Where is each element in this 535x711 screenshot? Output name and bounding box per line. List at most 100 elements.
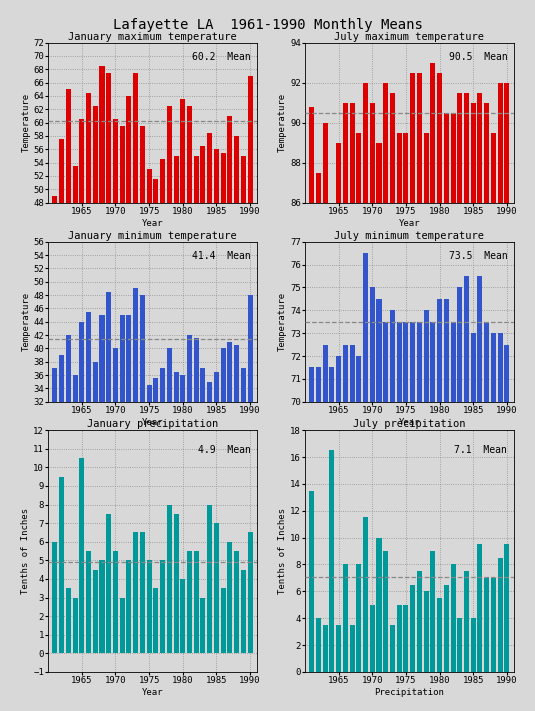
- Bar: [471, 333, 476, 402]
- Bar: [464, 92, 469, 203]
- Bar: [160, 368, 165, 402]
- Bar: [133, 73, 138, 203]
- Bar: [106, 292, 111, 402]
- Bar: [424, 310, 429, 402]
- Bar: [180, 375, 185, 402]
- Bar: [86, 551, 91, 653]
- Bar: [477, 276, 483, 402]
- Bar: [66, 90, 71, 203]
- Bar: [160, 560, 165, 653]
- Bar: [154, 588, 158, 653]
- Bar: [120, 126, 125, 203]
- Bar: [234, 551, 239, 653]
- Bar: [383, 321, 388, 402]
- Text: 41.4  Mean: 41.4 Mean: [192, 251, 250, 262]
- Y-axis label: Tenths of Inches: Tenths of Inches: [278, 508, 287, 594]
- Bar: [464, 571, 469, 672]
- Bar: [323, 122, 327, 203]
- Bar: [66, 588, 71, 653]
- Bar: [79, 458, 85, 653]
- Bar: [173, 156, 179, 203]
- Title: July maximum temperature: July maximum temperature: [334, 32, 484, 42]
- Bar: [477, 545, 483, 672]
- Bar: [370, 605, 375, 672]
- Bar: [323, 625, 327, 672]
- Bar: [498, 333, 503, 402]
- Bar: [464, 276, 469, 402]
- Bar: [343, 102, 348, 203]
- Bar: [437, 73, 442, 203]
- Bar: [66, 335, 71, 402]
- Bar: [93, 106, 98, 203]
- Bar: [147, 560, 151, 653]
- Bar: [349, 625, 355, 672]
- Bar: [126, 315, 132, 402]
- Bar: [356, 356, 361, 402]
- Bar: [430, 321, 435, 402]
- Bar: [167, 505, 172, 653]
- Bar: [187, 335, 192, 402]
- Bar: [491, 133, 496, 203]
- Bar: [234, 345, 239, 402]
- Bar: [390, 310, 395, 402]
- Y-axis label: Temperature: Temperature: [21, 292, 30, 351]
- Y-axis label: Temperature: Temperature: [278, 93, 287, 152]
- Bar: [430, 551, 435, 672]
- Bar: [160, 159, 165, 203]
- Bar: [505, 545, 509, 672]
- Bar: [430, 63, 435, 203]
- Bar: [147, 169, 151, 203]
- Bar: [220, 348, 226, 402]
- Bar: [173, 372, 179, 402]
- Bar: [154, 378, 158, 402]
- Title: January precipitation: January precipitation: [87, 419, 218, 429]
- Bar: [309, 491, 314, 672]
- Bar: [450, 565, 455, 672]
- Bar: [410, 321, 415, 402]
- Bar: [505, 82, 509, 203]
- Bar: [484, 321, 489, 402]
- Bar: [417, 571, 422, 672]
- Bar: [194, 338, 198, 402]
- Bar: [73, 597, 78, 653]
- Bar: [336, 143, 341, 203]
- Bar: [154, 179, 158, 203]
- Bar: [377, 143, 381, 203]
- Bar: [396, 133, 402, 203]
- Bar: [349, 345, 355, 402]
- Bar: [417, 321, 422, 402]
- Bar: [194, 551, 198, 653]
- X-axis label: Year: Year: [142, 688, 163, 697]
- Bar: [403, 605, 408, 672]
- Bar: [316, 618, 321, 672]
- Bar: [140, 126, 145, 203]
- Bar: [93, 362, 98, 402]
- Bar: [100, 315, 104, 402]
- X-axis label: Year: Year: [142, 417, 163, 427]
- Bar: [113, 119, 118, 203]
- Bar: [214, 372, 219, 402]
- Bar: [363, 82, 368, 203]
- Bar: [106, 514, 111, 653]
- Bar: [59, 476, 64, 653]
- Bar: [330, 450, 334, 672]
- Bar: [309, 107, 314, 203]
- Bar: [330, 203, 334, 587]
- Bar: [234, 136, 239, 203]
- Bar: [201, 146, 205, 203]
- Bar: [220, 588, 226, 653]
- Bar: [241, 570, 246, 653]
- Bar: [227, 542, 232, 653]
- Bar: [370, 102, 375, 203]
- Bar: [187, 551, 192, 653]
- Bar: [457, 618, 462, 672]
- Bar: [207, 133, 212, 203]
- Bar: [194, 156, 198, 203]
- Bar: [140, 533, 145, 653]
- Bar: [133, 533, 138, 653]
- Bar: [248, 533, 253, 653]
- Bar: [383, 551, 388, 672]
- Bar: [180, 579, 185, 653]
- Bar: [214, 149, 219, 203]
- Bar: [498, 82, 503, 203]
